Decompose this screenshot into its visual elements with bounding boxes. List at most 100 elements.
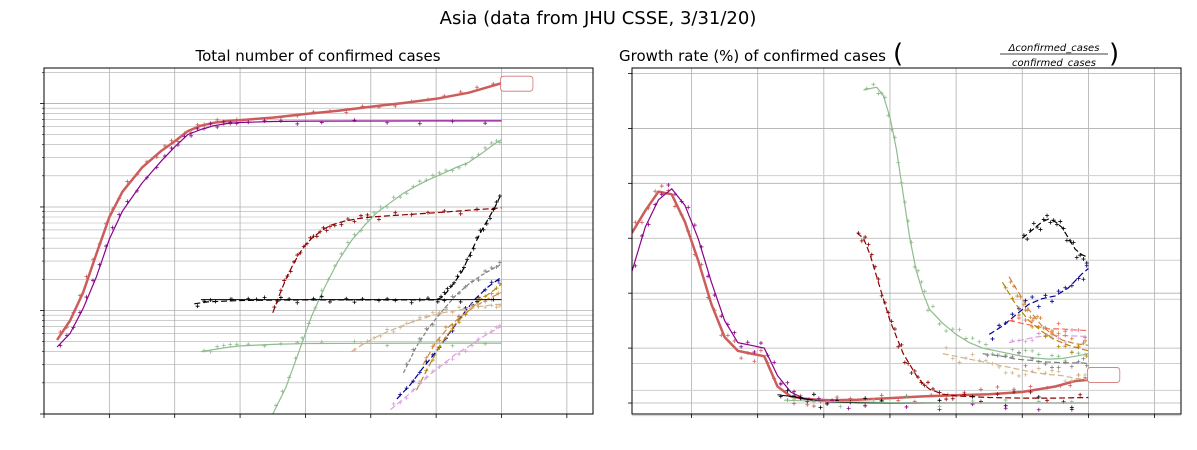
data-marker xyxy=(425,210,430,215)
data-marker xyxy=(706,274,711,279)
data-marker xyxy=(719,314,724,319)
data-marker xyxy=(879,393,884,398)
data-marker xyxy=(393,298,398,303)
data-marker xyxy=(278,118,283,123)
data-marker xyxy=(863,235,868,240)
data-marker xyxy=(117,196,122,201)
data-marker xyxy=(896,160,901,165)
data-marker xyxy=(902,360,907,365)
data-marker xyxy=(411,319,416,324)
data-marker xyxy=(77,293,82,298)
data-marker xyxy=(1084,263,1089,268)
data-marker xyxy=(110,207,115,212)
data-marker xyxy=(792,389,797,394)
data-marker xyxy=(904,404,909,409)
data-marker xyxy=(476,278,481,283)
data-marker xyxy=(997,323,1002,328)
data-marker xyxy=(739,356,744,361)
data-marker xyxy=(489,280,494,285)
data-marker xyxy=(686,229,691,234)
series-line-indonesia xyxy=(422,291,502,365)
data-marker xyxy=(202,122,207,127)
data-marker xyxy=(646,205,651,210)
data-marker xyxy=(319,120,324,125)
data-marker xyxy=(262,343,267,348)
data-marker xyxy=(430,358,435,363)
data-marker xyxy=(1036,366,1041,371)
data-marker xyxy=(195,126,200,131)
data-marker xyxy=(470,279,475,284)
data-marker xyxy=(398,195,403,200)
data-marker xyxy=(902,200,907,205)
data-marker xyxy=(944,329,949,334)
series-line-heilongjiang-china xyxy=(784,399,1089,404)
data-marker xyxy=(990,336,995,341)
data-marker xyxy=(483,121,488,126)
data-marker xyxy=(1036,359,1041,364)
data-marker xyxy=(287,375,292,380)
data-marker xyxy=(208,298,213,303)
series-line-hubei-china xyxy=(56,120,502,348)
figure-suptitle: Asia (data from JHU CSSE, 3/31/20) xyxy=(440,8,757,29)
left-chart-title: Total number of confirmed cases xyxy=(194,47,440,65)
data-marker xyxy=(896,344,901,349)
data-marker xyxy=(494,286,499,291)
data-marker xyxy=(1011,389,1016,394)
data-marker xyxy=(1069,350,1074,355)
data-marker xyxy=(452,280,457,285)
data-marker xyxy=(494,305,499,310)
data-marker xyxy=(442,209,447,214)
data-marker xyxy=(1016,350,1021,355)
data-marker xyxy=(1023,372,1028,377)
data-marker xyxy=(450,310,455,315)
data-marker xyxy=(758,341,763,346)
data-marker xyxy=(1048,220,1053,225)
data-marker xyxy=(385,204,390,209)
data-marker xyxy=(876,277,881,282)
data-marker xyxy=(360,297,365,302)
data-marker xyxy=(719,333,724,338)
data-marker xyxy=(1030,348,1035,353)
left-chart xyxy=(40,67,594,418)
data-marker xyxy=(1030,356,1035,361)
data-marker xyxy=(1050,368,1055,373)
data-marker xyxy=(497,303,502,308)
data-marker xyxy=(930,386,935,391)
data-marker xyxy=(393,103,398,108)
data-marker xyxy=(1036,407,1041,412)
data-marker xyxy=(474,235,479,240)
data-marker xyxy=(871,398,876,403)
data-marker xyxy=(424,314,429,319)
data-marker xyxy=(863,396,868,401)
data-marker xyxy=(1063,379,1068,384)
data-marker xyxy=(1003,398,1008,403)
data-marker xyxy=(937,398,942,403)
data-marker xyxy=(376,105,381,110)
data-marker xyxy=(1063,360,1068,365)
data-marker xyxy=(712,308,717,313)
data-marker xyxy=(1015,294,1020,299)
data-marker xyxy=(64,325,69,330)
data-marker xyxy=(1071,240,1076,245)
data-marker xyxy=(463,348,468,353)
data-marker xyxy=(430,173,435,178)
data-marker xyxy=(345,240,350,245)
data-marker xyxy=(393,210,398,215)
right-chart-title-denominator: confirmed_cases xyxy=(1012,58,1096,69)
data-marker xyxy=(957,327,962,332)
data-marker xyxy=(792,397,797,402)
data-marker xyxy=(859,238,864,243)
data-marker xyxy=(457,165,462,170)
data-marker xyxy=(772,360,777,365)
data-marker xyxy=(300,335,305,340)
data-marker xyxy=(489,303,494,308)
data-marker xyxy=(1056,354,1061,359)
data-marker xyxy=(110,225,115,230)
data-marker xyxy=(778,382,783,387)
data-marker xyxy=(1023,363,1028,368)
data-marker xyxy=(497,193,502,198)
data-marker xyxy=(443,325,448,330)
data-marker xyxy=(463,308,468,313)
